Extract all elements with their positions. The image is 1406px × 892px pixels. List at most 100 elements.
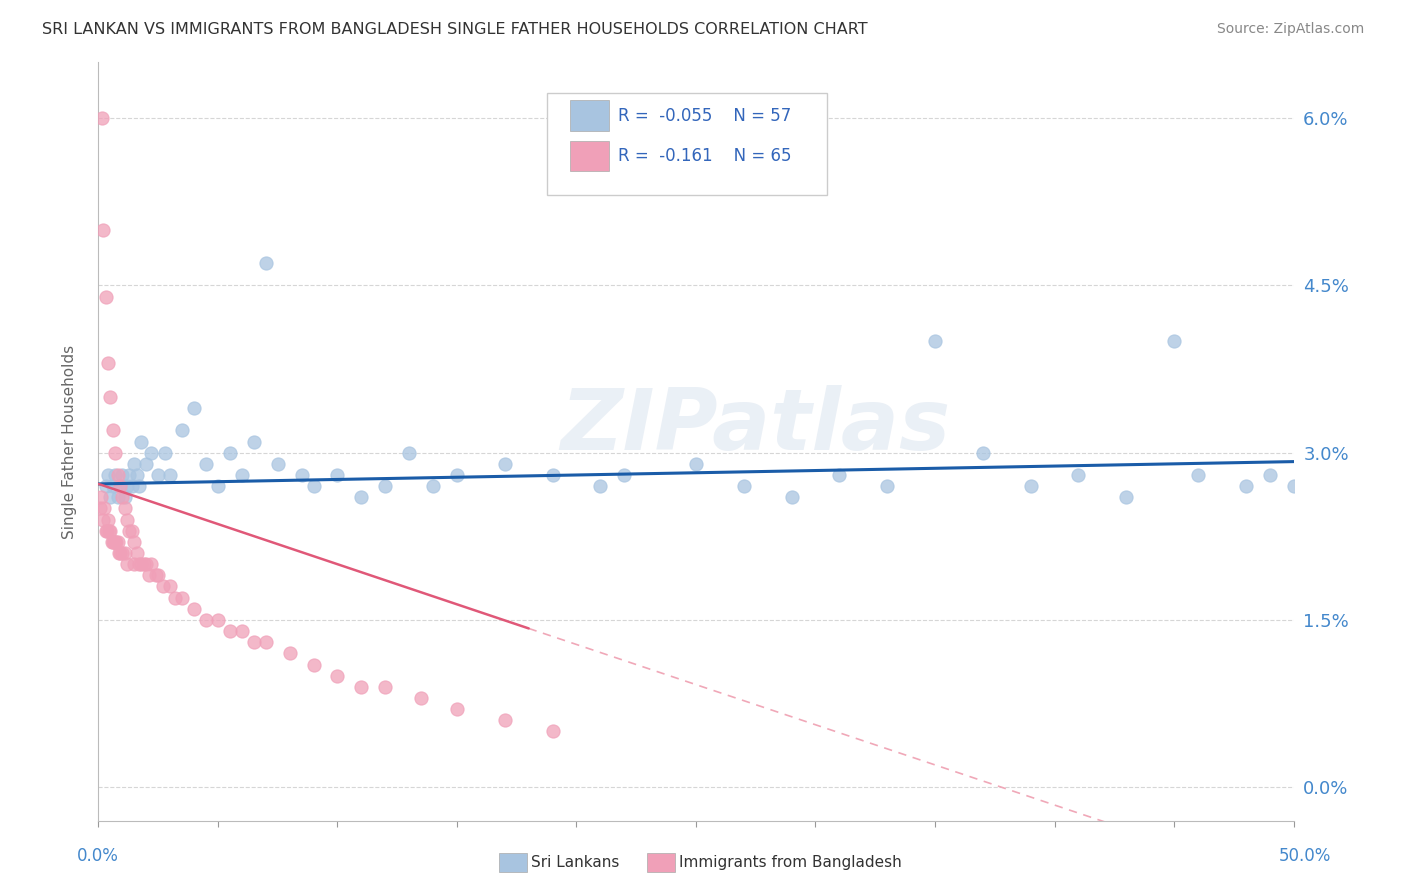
Point — [219, 624, 242, 639]
Point — [446, 467, 468, 482]
Point — [613, 467, 636, 482]
Point — [291, 467, 314, 482]
Point — [589, 479, 612, 493]
Point — [115, 512, 138, 526]
Point — [183, 401, 205, 416]
Point — [104, 534, 127, 549]
Y-axis label: Single Father Households: Single Father Households — [62, 344, 77, 539]
Point — [163, 591, 186, 605]
FancyBboxPatch shape — [571, 141, 609, 171]
Point — [159, 580, 181, 594]
Point — [94, 289, 117, 303]
Point — [121, 479, 143, 493]
Point — [93, 501, 115, 516]
Point — [422, 479, 444, 493]
Point — [183, 601, 205, 615]
Point — [254, 635, 277, 649]
Text: R =  -0.161    N = 65: R = -0.161 N = 65 — [619, 146, 792, 165]
Point — [94, 479, 117, 493]
Point — [972, 445, 994, 460]
Point — [1187, 467, 1209, 482]
Point — [98, 524, 122, 538]
Point — [1282, 479, 1305, 493]
Point — [107, 534, 129, 549]
Point — [108, 546, 131, 560]
Point — [132, 557, 155, 572]
Point — [97, 356, 120, 371]
Point — [101, 534, 124, 549]
Point — [195, 613, 218, 627]
Point — [780, 490, 803, 504]
Point — [350, 680, 373, 694]
Point — [107, 490, 129, 504]
Point — [124, 457, 146, 471]
Point — [494, 714, 516, 728]
Point — [446, 702, 468, 716]
Point — [108, 479, 131, 493]
Text: 0.0%: 0.0% — [77, 847, 120, 865]
Point — [152, 580, 174, 594]
Point — [828, 467, 851, 482]
Point — [108, 479, 131, 493]
Point — [155, 445, 177, 460]
Text: Sri Lankans: Sri Lankans — [531, 855, 620, 870]
Point — [114, 490, 136, 504]
Point — [104, 445, 127, 460]
Point — [115, 557, 138, 572]
Point — [924, 334, 946, 348]
Text: SRI LANKAN VS IMMIGRANTS FROM BANGLADESH SINGLE FATHER HOUSEHOLDS CORRELATION CH: SRI LANKAN VS IMMIGRANTS FROM BANGLADESH… — [42, 22, 868, 37]
Point — [101, 424, 124, 438]
Point — [876, 479, 898, 493]
Point — [135, 457, 157, 471]
Point — [97, 512, 120, 526]
Point — [541, 467, 564, 482]
Point — [195, 457, 218, 471]
Point — [125, 467, 148, 482]
Point — [733, 479, 755, 493]
Point — [105, 534, 128, 549]
Point — [101, 479, 124, 493]
Point — [139, 557, 162, 572]
Point — [104, 467, 127, 482]
Point — [172, 424, 194, 438]
Point — [1019, 479, 1042, 493]
Point — [411, 690, 433, 705]
Point — [326, 669, 349, 683]
Text: ZIPatlas: ZIPatlas — [561, 384, 950, 468]
Point — [115, 479, 138, 493]
FancyBboxPatch shape — [547, 93, 827, 195]
Point — [685, 457, 707, 471]
Point — [494, 457, 516, 471]
FancyBboxPatch shape — [571, 101, 609, 130]
Point — [135, 557, 157, 572]
Point — [111, 467, 134, 482]
Point — [96, 524, 118, 538]
Point — [131, 434, 153, 449]
Point — [100, 534, 122, 549]
Point — [148, 568, 170, 582]
Point — [374, 680, 396, 694]
Point — [114, 546, 136, 560]
Point — [231, 624, 253, 639]
Point — [94, 524, 117, 538]
Point — [207, 479, 229, 493]
Point — [159, 467, 181, 482]
Point — [91, 512, 114, 526]
Point — [98, 390, 122, 404]
Point — [1067, 467, 1090, 482]
Point — [145, 568, 167, 582]
Text: 50.0%: 50.0% — [1279, 847, 1331, 865]
Point — [139, 445, 162, 460]
Point — [114, 501, 136, 516]
Point — [278, 646, 301, 660]
Point — [128, 557, 150, 572]
Point — [91, 222, 114, 236]
Point — [374, 479, 396, 493]
Point — [254, 256, 277, 270]
Point — [302, 657, 325, 672]
Point — [541, 724, 564, 739]
Point — [148, 467, 170, 482]
Point — [107, 467, 129, 482]
Point — [98, 490, 122, 504]
Point — [302, 479, 325, 493]
